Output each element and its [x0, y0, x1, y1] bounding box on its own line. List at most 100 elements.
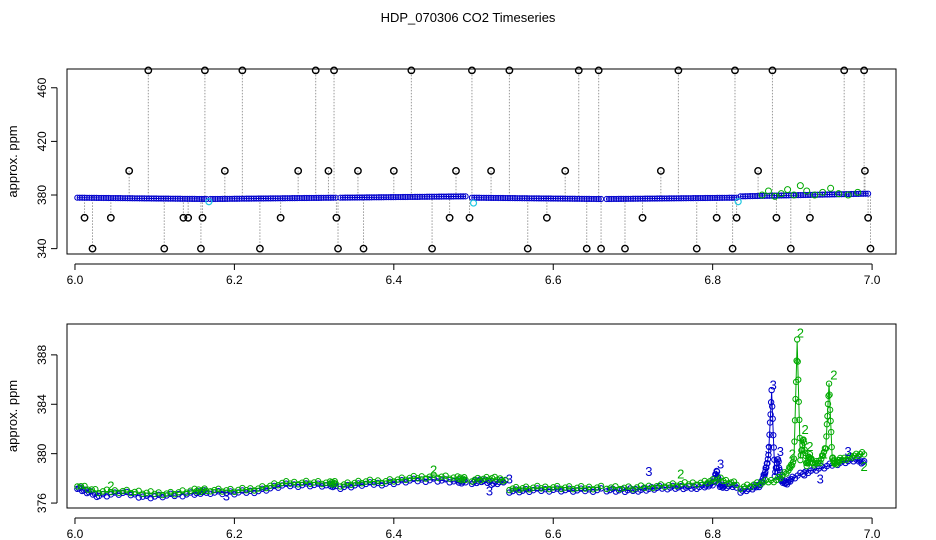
- y-tick-label: 340: [35, 238, 49, 258]
- series-number-label: 2: [802, 422, 809, 437]
- series-number-label: 2: [821, 447, 828, 462]
- outlier-point: [866, 244, 875, 253]
- green-series-point: [824, 412, 831, 420]
- y-tick-label: 380: [35, 443, 49, 463]
- green-series-point: [728, 479, 735, 486]
- blue-series-point: [603, 488, 610, 495]
- green-series-point: [414, 475, 421, 482]
- green-series-point: [340, 481, 348, 488]
- green-series-point: [358, 479, 366, 487]
- green-series-point: [235, 486, 242, 494]
- outlier-point: [80, 213, 89, 222]
- green-series-point: [171, 491, 178, 498]
- blue-series-point: [370, 481, 378, 488]
- series-number-label: 3: [762, 464, 769, 479]
- green-series-point: [430, 471, 437, 478]
- outlier-point: [465, 213, 474, 222]
- green-series-point: [347, 481, 355, 488]
- green-series-point: [337, 483, 344, 490]
- outlier-point: [786, 244, 795, 253]
- blue-series-point: [770, 444, 777, 451]
- cyan-point: [205, 198, 213, 206]
- y-axis-label: approx. ppm: [5, 125, 20, 197]
- outlier-point: [542, 213, 551, 222]
- blue-series-point: [589, 488, 597, 495]
- outlier-point: [184, 213, 193, 222]
- outlier-point: [861, 166, 869, 175]
- green-series-point: [633, 484, 641, 491]
- green-series-point: [550, 484, 557, 491]
- green-series-point: [733, 481, 740, 488]
- green-series-point: [351, 479, 358, 487]
- outlier-point: [452, 166, 460, 175]
- blue-series-point: [235, 489, 242, 496]
- green-series-point: [378, 479, 386, 487]
- green-series-point: [581, 485, 589, 492]
- green-point: [827, 184, 835, 192]
- green-series-point: [825, 380, 833, 387]
- green-series-point: [271, 480, 278, 487]
- blue-series-point: [243, 489, 250, 496]
- blue-series-point: [526, 488, 533, 496]
- green-series-point: [820, 448, 828, 456]
- plot-frame: [66, 323, 897, 509]
- green-series-point: [506, 486, 513, 494]
- series-number-label: 3: [817, 471, 824, 486]
- blue-series-point: [390, 480, 398, 488]
- green-series-point: [422, 475, 429, 482]
- blue-series-point: [768, 403, 776, 410]
- blue-series-point: [414, 477, 421, 485]
- green-series-point: [800, 436, 807, 443]
- green-series-point: [641, 484, 649, 491]
- outlier-point: [324, 166, 333, 175]
- upper-panel: 6.0 6.2 6.4 6.6 6.8 7.0 340 380 420 460 approx. pp…: [5, 66, 897, 287]
- x-tick-label: 6.6: [545, 527, 562, 540]
- x-tick-label: 6.6: [545, 273, 562, 287]
- green-series-point: [791, 438, 798, 445]
- green-series-point: [509, 485, 516, 492]
- blue-series-point: [219, 490, 226, 498]
- green-series-point: [616, 485, 623, 493]
- green-series-point: [211, 486, 218, 494]
- green-point: [819, 188, 827, 196]
- blue-series-point: [434, 478, 441, 485]
- blue-series-point: [362, 480, 370, 488]
- blue-series-point: [406, 477, 413, 484]
- green-series-point: [207, 488, 214, 495]
- green-series-point: [800, 439, 808, 446]
- series-number-label: 2: [860, 459, 867, 474]
- series-number-label: 2: [830, 368, 837, 383]
- green-series-point: [95, 489, 103, 497]
- baseline-point: [862, 190, 869, 197]
- green-series-point: [538, 485, 545, 492]
- blue-series-point: [251, 489, 258, 497]
- baseline-point: [330, 194, 337, 201]
- green-series-point: [119, 487, 126, 495]
- green-series-point: [589, 486, 597, 493]
- green-series-point: [828, 443, 835, 451]
- y-tick-label: 420: [35, 131, 49, 151]
- x-tick-label: 6.8: [704, 273, 721, 287]
- outlier-point: [574, 66, 583, 75]
- y-axis-label: approx. ppm: [5, 380, 20, 452]
- outlier-point: [125, 166, 134, 175]
- green-series-point: [92, 486, 99, 493]
- x-tick-label: 7.0: [864, 527, 881, 540]
- series-number-label: 2: [430, 463, 437, 478]
- green-series-point: [794, 358, 801, 365]
- green-series-point: [519, 485, 526, 492]
- blue-series-point: [95, 492, 103, 500]
- green-series-point: [842, 456, 850, 464]
- green-series-point: [219, 488, 226, 495]
- blue-series-point: [123, 488, 130, 496]
- x-tick-label: 6.4: [385, 527, 402, 540]
- blue-series-point: [231, 491, 238, 498]
- green-series-point: [426, 473, 433, 480]
- x-tick-label: 6.2: [226, 273, 243, 287]
- blue-series-point: [494, 480, 501, 488]
- blue-series-point: [765, 451, 772, 459]
- outlier-point: [656, 166, 665, 175]
- blue-series-point: [306, 483, 314, 490]
- blue-series-point: [775, 458, 782, 465]
